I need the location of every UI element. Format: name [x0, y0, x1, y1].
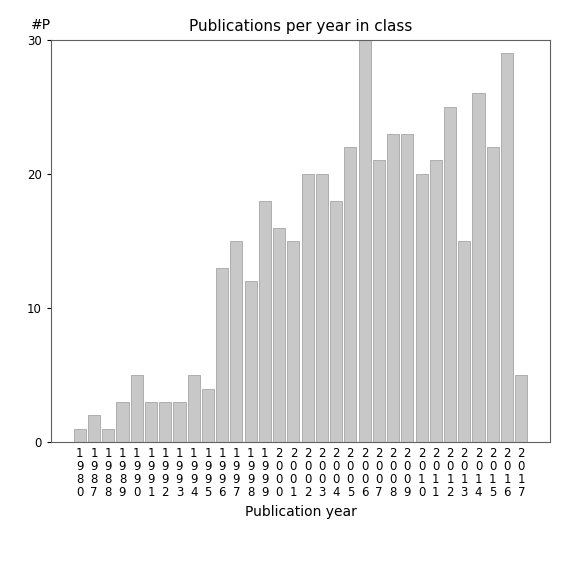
- Bar: [401, 134, 413, 442]
- Bar: [302, 174, 314, 442]
- Bar: [344, 147, 357, 442]
- Title: Publications per year in class: Publications per year in class: [189, 19, 412, 35]
- Bar: [458, 241, 471, 442]
- Bar: [501, 53, 513, 442]
- Bar: [444, 107, 456, 442]
- Bar: [287, 241, 299, 442]
- Bar: [472, 94, 485, 442]
- Bar: [102, 429, 115, 442]
- Bar: [416, 174, 428, 442]
- Bar: [130, 375, 143, 442]
- Bar: [273, 227, 285, 442]
- Bar: [358, 40, 371, 442]
- Bar: [88, 416, 100, 442]
- Bar: [216, 268, 229, 442]
- Text: #P: #P: [31, 18, 51, 32]
- Bar: [330, 201, 342, 442]
- Bar: [74, 429, 86, 442]
- Bar: [159, 402, 171, 442]
- Bar: [373, 160, 385, 442]
- Bar: [202, 388, 214, 442]
- Bar: [387, 134, 399, 442]
- Bar: [430, 160, 442, 442]
- Bar: [316, 174, 328, 442]
- Bar: [486, 147, 499, 442]
- Bar: [145, 402, 157, 442]
- Bar: [259, 201, 271, 442]
- X-axis label: Publication year: Publication year: [244, 505, 357, 519]
- Bar: [116, 402, 129, 442]
- Bar: [515, 375, 527, 442]
- Bar: [244, 281, 257, 442]
- Bar: [230, 241, 243, 442]
- Bar: [188, 375, 200, 442]
- Bar: [174, 402, 185, 442]
